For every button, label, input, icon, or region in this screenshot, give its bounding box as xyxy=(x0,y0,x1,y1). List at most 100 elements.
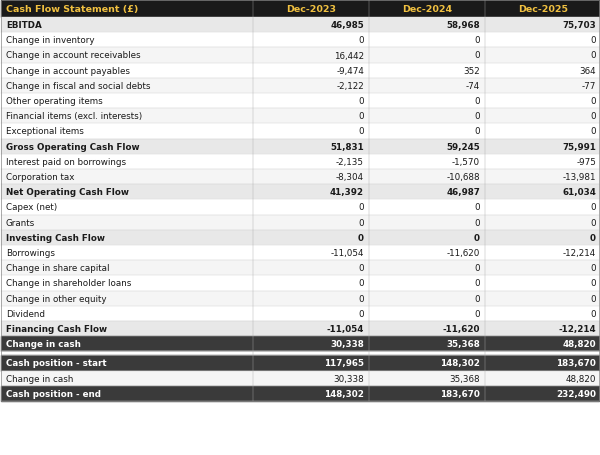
Text: -10,688: -10,688 xyxy=(446,173,480,182)
Text: Grants: Grants xyxy=(6,218,35,227)
Text: -1,570: -1,570 xyxy=(452,157,480,167)
Text: 0: 0 xyxy=(358,233,364,243)
Text: Net Operating Cash Flow: Net Operating Cash Flow xyxy=(6,188,129,197)
Text: Dec-2025: Dec-2025 xyxy=(518,5,568,14)
Bar xyxy=(1,48,599,63)
Text: 30,338: 30,338 xyxy=(330,339,364,349)
Text: 0: 0 xyxy=(475,51,480,61)
Bar xyxy=(1,1,599,18)
Text: Change in shareholder loans: Change in shareholder loans xyxy=(6,279,131,288)
Text: Change in share capital: Change in share capital xyxy=(6,264,110,273)
Text: 48,820: 48,820 xyxy=(566,374,596,383)
Text: -2,135: -2,135 xyxy=(336,157,364,167)
Text: 0: 0 xyxy=(475,36,480,45)
Text: 46,987: 46,987 xyxy=(446,188,480,197)
Text: Financial items (excl. interests): Financial items (excl. interests) xyxy=(6,112,142,121)
Text: 0: 0 xyxy=(475,279,480,288)
Text: -8,304: -8,304 xyxy=(336,173,364,182)
Text: Change in account payables: Change in account payables xyxy=(6,66,130,76)
Bar xyxy=(1,371,599,386)
Text: 148,302: 148,302 xyxy=(440,359,480,368)
Bar xyxy=(1,215,599,230)
Text: 183,670: 183,670 xyxy=(440,389,480,398)
Bar xyxy=(1,356,599,371)
Text: Dec-2023: Dec-2023 xyxy=(286,5,336,14)
Text: 35,368: 35,368 xyxy=(449,374,480,383)
Text: Cash position - end: Cash position - end xyxy=(6,389,101,398)
Text: 148,302: 148,302 xyxy=(324,389,364,398)
Text: Other operating items: Other operating items xyxy=(6,97,103,106)
Text: -13,981: -13,981 xyxy=(563,173,596,182)
Text: -77: -77 xyxy=(581,82,596,91)
Text: 0: 0 xyxy=(590,279,596,288)
Text: 58,968: 58,968 xyxy=(446,21,480,30)
Text: 0: 0 xyxy=(358,309,364,318)
Text: 0: 0 xyxy=(358,97,364,106)
Text: 0: 0 xyxy=(475,294,480,303)
Bar xyxy=(1,276,599,291)
Bar xyxy=(1,170,599,185)
Text: 0: 0 xyxy=(590,36,596,45)
Text: 0: 0 xyxy=(590,51,596,61)
Text: 0: 0 xyxy=(590,309,596,318)
Text: Change in fiscal and social debts: Change in fiscal and social debts xyxy=(6,82,151,91)
Bar xyxy=(1,185,599,200)
Text: -12,214: -12,214 xyxy=(559,324,596,334)
Bar xyxy=(1,1,599,401)
Bar xyxy=(1,321,599,336)
Text: 232,490: 232,490 xyxy=(556,389,596,398)
Text: 0: 0 xyxy=(590,218,596,227)
Text: 0: 0 xyxy=(590,294,596,303)
Text: 183,670: 183,670 xyxy=(556,359,596,368)
Bar xyxy=(1,291,599,306)
Text: 0: 0 xyxy=(590,97,596,106)
Text: 0: 0 xyxy=(475,127,480,136)
Text: 75,991: 75,991 xyxy=(562,142,596,152)
Text: Dec-2024: Dec-2024 xyxy=(402,5,452,14)
Bar xyxy=(1,352,599,356)
Text: 75,703: 75,703 xyxy=(562,21,596,30)
Text: Corporation tax: Corporation tax xyxy=(6,173,74,182)
Text: 0: 0 xyxy=(358,36,364,45)
Text: Capex (net): Capex (net) xyxy=(6,203,57,212)
Text: 0: 0 xyxy=(475,264,480,273)
Bar xyxy=(1,79,599,94)
Text: 41,392: 41,392 xyxy=(330,188,364,197)
Bar xyxy=(1,245,599,261)
Text: 0: 0 xyxy=(475,309,480,318)
Text: -11,620: -11,620 xyxy=(443,324,480,334)
Text: -11,054: -11,054 xyxy=(326,324,364,334)
Text: -9,474: -9,474 xyxy=(336,66,364,76)
Text: 0: 0 xyxy=(475,112,480,121)
Text: 0: 0 xyxy=(590,233,596,243)
Text: 364: 364 xyxy=(580,66,596,76)
Bar xyxy=(1,109,599,124)
Text: 0: 0 xyxy=(358,279,364,288)
Text: -11,620: -11,620 xyxy=(446,248,480,258)
Text: -12,214: -12,214 xyxy=(563,248,596,258)
Bar xyxy=(1,386,599,401)
Text: Cash position - start: Cash position - start xyxy=(6,359,107,368)
Text: 352: 352 xyxy=(463,66,480,76)
Text: -11,054: -11,054 xyxy=(331,248,364,258)
Text: 0: 0 xyxy=(358,218,364,227)
Bar xyxy=(1,33,599,48)
Text: -975: -975 xyxy=(576,157,596,167)
Text: 0: 0 xyxy=(474,233,480,243)
Text: Change in account receivables: Change in account receivables xyxy=(6,51,140,61)
Bar xyxy=(1,124,599,139)
Bar xyxy=(1,94,599,109)
Text: -2,122: -2,122 xyxy=(336,82,364,91)
Text: 0: 0 xyxy=(590,203,596,212)
Text: Cash Flow Statement (£): Cash Flow Statement (£) xyxy=(6,5,139,14)
Text: 0: 0 xyxy=(475,218,480,227)
Text: Change in other equity: Change in other equity xyxy=(6,294,107,303)
Text: Financing Cash Flow: Financing Cash Flow xyxy=(6,324,107,334)
Text: Change in cash: Change in cash xyxy=(6,374,73,383)
Text: 0: 0 xyxy=(358,203,364,212)
Text: 0: 0 xyxy=(358,264,364,273)
Text: 16,442: 16,442 xyxy=(334,51,364,61)
Bar xyxy=(1,336,599,352)
Text: 0: 0 xyxy=(590,112,596,121)
Text: 0: 0 xyxy=(358,127,364,136)
